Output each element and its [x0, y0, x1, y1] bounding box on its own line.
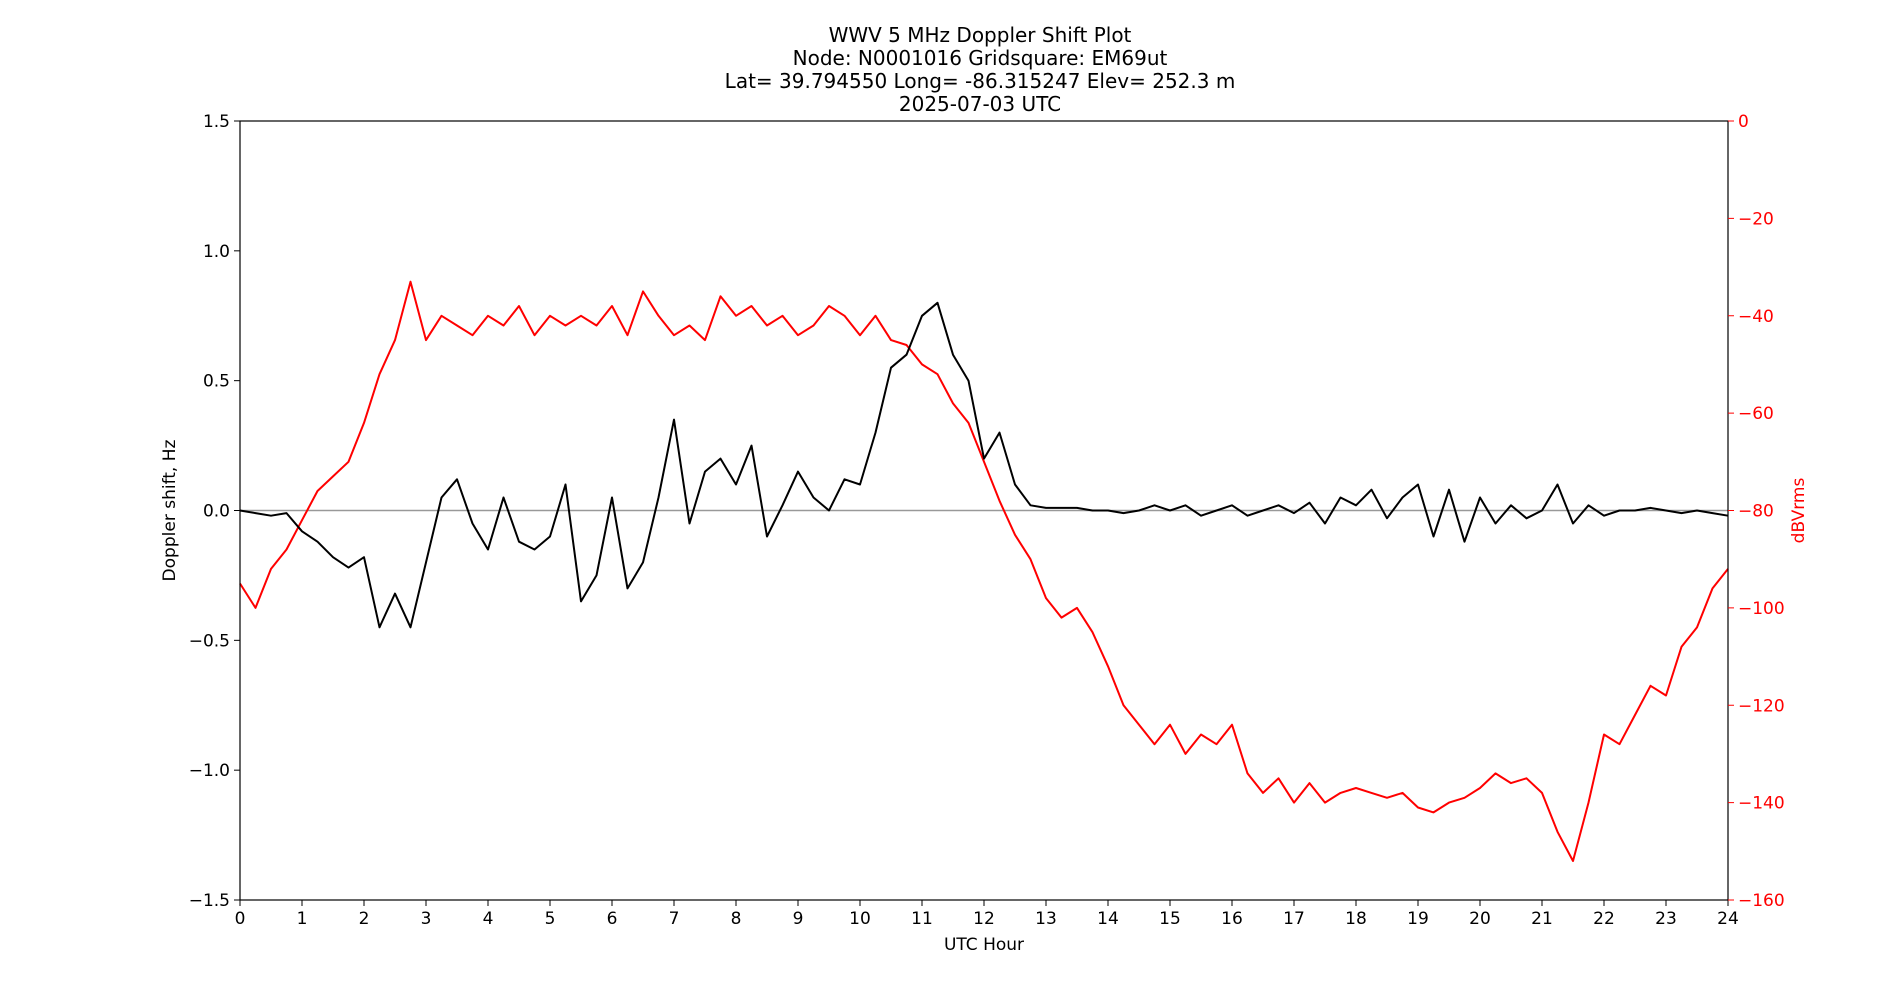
x-tick-label: 9 — [793, 909, 804, 929]
left-tick-label: −0.5 — [189, 631, 230, 651]
x-tick-label: 19 — [1407, 909, 1429, 929]
x-axis-ticks: 0 1 2 3 4 5 6 7 8 9 10 11 12 13 14 15 16 17 18 19 20 21 22 23 24 — [235, 900, 1739, 929]
left-axis-ticks: 1.5 1.0 0.5 0.0 −0.5 −1.0 −1.5 — [189, 112, 240, 911]
chart-title: WWV 5 MHz Doppler Shift Plot Node: N0001… — [725, 23, 1236, 116]
x-tick-label: 8 — [731, 909, 742, 929]
x-tick-label: 1 — [297, 909, 308, 929]
right-tick-label: −100 — [1738, 599, 1785, 619]
left-tick-label: 1.0 — [203, 242, 230, 262]
left-tick-label: 1.5 — [203, 112, 230, 132]
left-tick-label: −1.5 — [189, 891, 230, 911]
right-tick-label: −120 — [1738, 696, 1785, 716]
x-tick-label: 6 — [607, 909, 618, 929]
x-tick-label: 22 — [1593, 909, 1615, 929]
title-line-2: Node: N0001016 Gridsquare: EM69ut — [793, 46, 1168, 70]
doppler-series-line — [239, 301, 1729, 629]
left-tick-label: 0.5 — [203, 372, 230, 392]
title-line-4: 2025-07-03 UTC — [899, 92, 1061, 116]
x-tick-label: 18 — [1345, 909, 1367, 929]
x-tick-label: 13 — [1035, 909, 1057, 929]
x-tick-label: 12 — [973, 909, 995, 929]
x-tick-label: 16 — [1221, 909, 1243, 929]
x-tick-label: 15 — [1159, 909, 1181, 929]
x-tick-label: 11 — [911, 909, 933, 929]
x-tick-label: 5 — [545, 909, 556, 929]
right-tick-label: −140 — [1738, 794, 1785, 814]
left-tick-label: −1.0 — [189, 761, 230, 781]
x-tick-label: 4 — [483, 909, 494, 929]
right-tick-label: −160 — [1738, 891, 1785, 911]
right-tick-label: −80 — [1738, 502, 1774, 522]
right-axis-ticks: 0 −20 −40 −60 −80 −100 −120 −140 −160 — [1728, 112, 1785, 911]
x-tick-label: 24 — [1717, 909, 1739, 929]
right-tick-label: −60 — [1738, 404, 1774, 424]
x-tick-label: 21 — [1531, 909, 1553, 929]
x-tick-label: 14 — [1097, 909, 1119, 929]
right-axis-label: dBVrms — [1789, 478, 1809, 544]
title-line-1: WWV 5 MHz Doppler Shift Plot — [829, 23, 1132, 47]
title-line-3: Lat= 39.794550 Long= -86.315247 Elev= 25… — [725, 69, 1236, 93]
x-tick-label: 7 — [669, 909, 680, 929]
x-tick-label: 23 — [1655, 909, 1677, 929]
left-axis-label: Doppler shift, Hz — [160, 439, 180, 581]
right-tick-label: 0 — [1738, 112, 1749, 132]
x-tick-label: 17 — [1283, 909, 1305, 929]
x-tick-label: 3 — [421, 909, 432, 929]
left-tick-label: 0.0 — [203, 502, 230, 522]
power-series-line — [239, 280, 1729, 862]
x-axis-label: UTC Hour — [944, 935, 1024, 955]
x-tick-label: 10 — [849, 909, 871, 929]
x-tick-label: 2 — [359, 909, 370, 929]
x-tick-label: 20 — [1469, 909, 1491, 929]
right-tick-label: −40 — [1738, 307, 1774, 327]
right-tick-label: −20 — [1738, 209, 1774, 229]
x-tick-label: 0 — [235, 909, 246, 929]
